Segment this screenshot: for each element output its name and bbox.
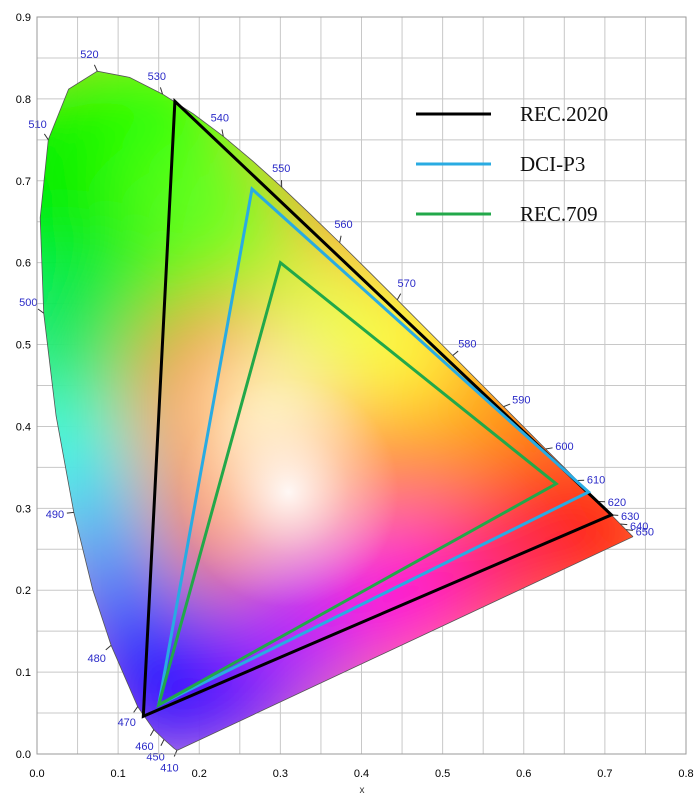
- wavelength-label: 510: [28, 119, 46, 131]
- x-tick-label: 0.0: [29, 768, 44, 780]
- wavelength-label: 600: [555, 441, 573, 453]
- wavelength-label: 610: [587, 475, 605, 487]
- wavelength-label: 580: [458, 338, 476, 350]
- wavelength-label: 640: [630, 521, 648, 533]
- wavelength-label: 480: [88, 653, 106, 665]
- fill-spot: [135, 133, 296, 294]
- spectral-locus: [39, 70, 634, 751]
- wavelength-tick: [620, 523, 628, 526]
- plot-frame: [36, 16, 687, 755]
- wavelength-tick: [221, 129, 224, 137]
- fill-spot: [260, 243, 381, 364]
- wavelength-tick: [159, 87, 163, 95]
- y-tick-label: 0.7: [16, 176, 31, 188]
- wavelength-tick: [452, 350, 459, 356]
- x-axis-ticks: 0.0 0.1 0.2 0.3 0.4 0.5 0.6 0.7 0.8: [29, 768, 693, 780]
- wavelength-label: 520: [80, 49, 98, 61]
- wavelength-tick: [396, 293, 402, 301]
- wavelength-label: 530: [148, 71, 166, 83]
- gamut-triangle-dci-p3: [156, 186, 592, 708]
- wavelength-tick: [133, 706, 139, 713]
- wavelength-label: 650: [636, 527, 654, 539]
- wavelength-label: 490: [46, 509, 64, 521]
- wavelength-label: 570: [397, 278, 415, 290]
- fill-spot: [40, 264, 142, 425]
- x-tick-label: 0.4: [354, 768, 369, 780]
- y-tick-label: 0.5: [16, 340, 31, 352]
- x-tick-label: 0.6: [516, 768, 531, 780]
- x-tick-label: 0.3: [273, 768, 288, 780]
- wavelength-tick: [66, 511, 74, 514]
- y-axis-ticks: 0.0 0.1 0.2 0.3 0.4 0.5 0.6 0.7 0.8 0.9: [16, 12, 31, 761]
- wavelength-label: 450: [146, 751, 164, 763]
- x-tick-label: 0.2: [192, 768, 207, 780]
- legend-label: DCI-P3: [520, 152, 585, 176]
- y-tick-label: 0.3: [16, 503, 31, 515]
- y-tick-label: 0.1: [16, 667, 31, 679]
- x-tick-label: 0.7: [597, 768, 612, 780]
- wavelength-tick: [160, 739, 165, 746]
- wavelength-label: 540: [211, 113, 229, 125]
- wavelength-tick: [105, 644, 112, 651]
- wavelength-label: 470: [118, 717, 136, 729]
- wavelength-ticks: [37, 64, 633, 757]
- wavelength-tick: [173, 749, 178, 757]
- gamut-triangles: [141, 97, 615, 719]
- wavelength-tick: [339, 235, 342, 243]
- wavelength-tick: [37, 308, 44, 314]
- wavelength-label: 560: [334, 219, 352, 231]
- gamut-triangle-rec-2020: [141, 97, 615, 719]
- gamut-triangle-rec-709: [156, 260, 559, 708]
- legend-label: REC.709: [520, 202, 598, 226]
- wavelength-tick: [43, 133, 49, 140]
- x-axis-label: x: [360, 785, 365, 794]
- y-tick-label: 0.9: [16, 12, 31, 24]
- x-tick-label: 0.5: [435, 768, 450, 780]
- legend: REC.2020 DCI-P3 REC.709: [416, 102, 608, 226]
- y-tick-label: 0.0: [16, 749, 31, 761]
- wavelength-label: 550: [272, 163, 290, 175]
- y-tick-label: 0.6: [16, 258, 31, 270]
- wavelength-label: 410: [160, 763, 178, 775]
- wavelength-tick: [503, 403, 511, 408]
- y-tick-label: 0.8: [16, 94, 31, 106]
- y-tick-label: 0.4: [16, 421, 31, 433]
- wavelength-tick: [149, 729, 155, 737]
- wavelength-label: 460: [135, 741, 153, 753]
- wavelength-tick: [93, 64, 98, 72]
- x-tick-label: 0.8: [678, 768, 693, 780]
- legend-label: REC.2020: [520, 102, 608, 126]
- wavelength-tick: [545, 447, 553, 450]
- wavelength-label: 500: [19, 297, 37, 309]
- x-tick-label: 0.1: [110, 768, 125, 780]
- wavelength-tick: [625, 529, 633, 531]
- wavelength-label: 630: [621, 511, 639, 523]
- wavelength-label: 590: [512, 395, 530, 407]
- y-tick-label: 0.2: [16, 585, 31, 597]
- wavelength-label: 620: [608, 497, 626, 509]
